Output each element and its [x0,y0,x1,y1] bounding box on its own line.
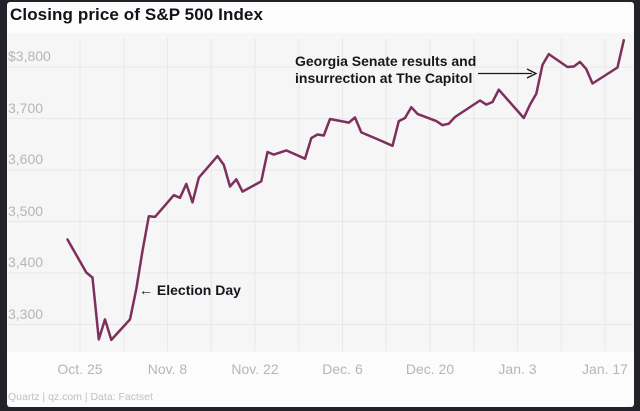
georgia-capitol-annotation: Georgia Senate results and insurrection … [295,53,476,87]
chart-title: Closing price of S&P 500 Index [10,5,264,24]
horizontal-gridlines [8,66,633,325]
georgia-annotation-line-1: Georgia Senate results and [295,53,477,69]
x-axis-label-jan-17: Jan. 17 [582,361,628,377]
x-axis-label-jan-3: Jan. 3 [498,361,537,377]
election-day-annotation: ← Election Day [139,282,241,298]
x-axis-label-nov-22: Nov. 22 [231,361,279,377]
georgia-arrow [478,68,538,79]
x-axis-label-dec-20: Dec. 20 [405,361,455,377]
vertical-gridlines [79,38,606,351]
x-axis-label-nov-8: Nov. 8 [147,361,188,377]
price-line [66,38,626,342]
source-credit: Quartz | qz.com | Data: Factset [8,391,153,403]
y-axis-label-3500: 3,500 [8,202,44,219]
y-axis-label-3800: $3,800 [8,48,51,64]
x-axis-label-dec-6: Dec. 6 [322,361,363,377]
y-axis-label-3700: 3,700 [8,99,44,116]
y-axis-label-3400: 3,400 [8,254,44,270]
plot-area-background [7,33,634,352]
x-axis-label-oct-25: Oct. 25 [57,361,103,377]
georgia-annotation-line-2: insurrection at The Capitol [295,70,473,86]
y-axis-label-3300: 3,300 [8,305,44,322]
y-axis-label-3600: 3,600 [8,151,44,167]
